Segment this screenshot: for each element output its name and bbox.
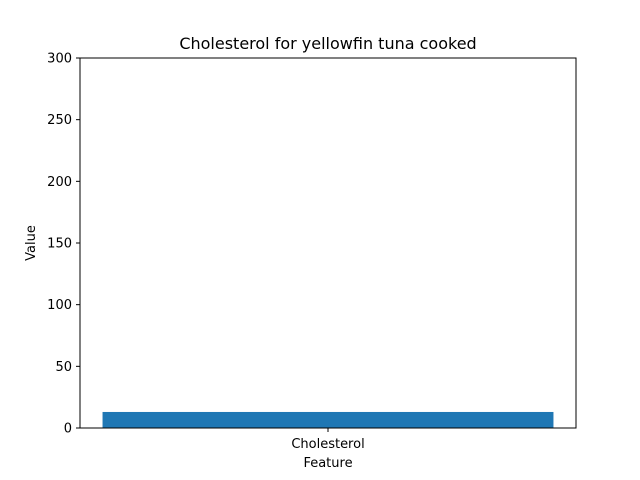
- chart-title: Cholesterol for yellowfin tuna cooked: [179, 34, 476, 53]
- x-axis-label: Feature: [303, 456, 352, 471]
- y-tick-label: 0: [64, 422, 72, 437]
- plot-area-frame: [79, 57, 577, 429]
- y-axis-ticks: 0 50 100 150 200 250 300: [47, 52, 80, 437]
- y-tick-label: 100: [47, 298, 72, 313]
- bar-cholesterol: [102, 411, 554, 428]
- y-tick-label: 300: [47, 52, 72, 67]
- x-axis-ticks: Cholesterol: [291, 428, 365, 452]
- y-tick-label: 200: [47, 175, 72, 190]
- y-tick-label: 250: [47, 113, 72, 128]
- bars-group: [102, 411, 554, 428]
- y-axis-label: Value: [24, 225, 39, 261]
- x-tick-label: Cholesterol: [291, 437, 364, 452]
- y-tick-label: 50: [55, 360, 72, 375]
- y-tick-label: 150: [47, 237, 72, 252]
